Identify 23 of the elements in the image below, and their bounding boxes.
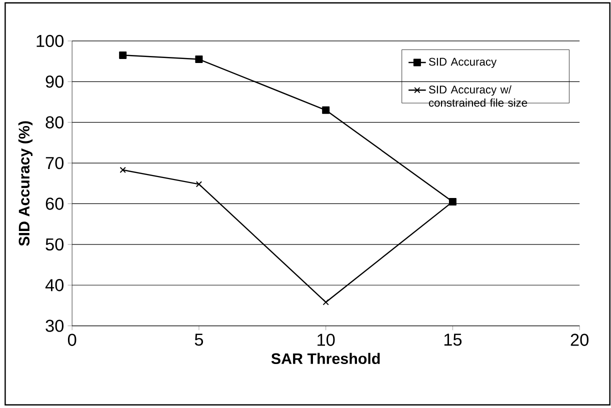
x-tick-label: 5 — [194, 334, 204, 346]
legend-label: SID Accuracy w/ constrained file size — [428, 85, 528, 107]
x-axis-title: SAR Threshold — [271, 353, 380, 364]
point — [322, 299, 329, 306]
y-tick-label: 30 — [46, 320, 64, 332]
y-tick-label: 80 — [46, 116, 64, 129]
y-tick-label: 90 — [46, 76, 64, 88]
y-tick-label: 70 — [46, 157, 64, 170]
x-tick-label: 15 — [444, 334, 462, 346]
legend-label: SID Accuracy — [428, 58, 497, 68]
y-tick-label: 50 — [46, 238, 64, 251]
y-tick-label: 40 — [45, 279, 64, 292]
y-tick-label: 100 — [36, 34, 64, 48]
x-tick-label: 10 — [318, 334, 335, 346]
x-tick-label: 0 — [68, 334, 76, 346]
y-tick-label: 60 — [46, 198, 64, 210]
y-axis-title: SID Accuracy (%) — [18, 121, 33, 246]
point — [119, 52, 127, 60]
x-tick-label: 20 — [570, 334, 588, 346]
point — [196, 181, 202, 188]
point — [322, 106, 330, 114]
point — [120, 167, 126, 174]
point — [195, 56, 203, 64]
